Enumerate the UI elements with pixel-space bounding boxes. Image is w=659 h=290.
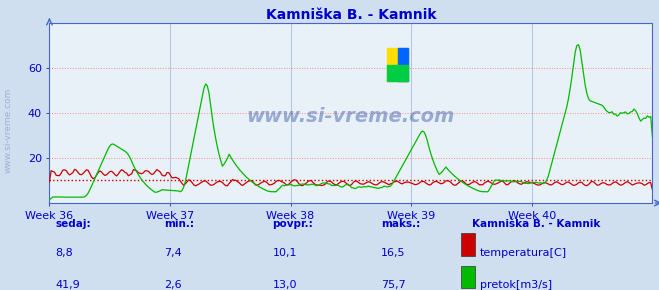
Text: www.si-vreme.com: www.si-vreme.com bbox=[246, 107, 455, 126]
Title: Kamniška B. - Kamnik: Kamniška B. - Kamnik bbox=[266, 8, 436, 22]
Bar bbox=[461, 233, 474, 256]
Text: temperatura[C]: temperatura[C] bbox=[480, 248, 567, 258]
Bar bbox=[387, 65, 408, 81]
Text: 10,1: 10,1 bbox=[273, 248, 297, 258]
Text: sedaj:: sedaj: bbox=[55, 219, 91, 229]
Text: 41,9: 41,9 bbox=[55, 280, 80, 290]
Text: min.:: min.: bbox=[164, 219, 194, 229]
Text: www.si-vreme.com: www.si-vreme.com bbox=[3, 88, 13, 173]
Text: povpr.:: povpr.: bbox=[273, 219, 313, 229]
Text: maks.:: maks.: bbox=[381, 219, 420, 229]
Text: Kamniška B. - Kamnik: Kamniška B. - Kamnik bbox=[472, 219, 600, 229]
Text: 2,6: 2,6 bbox=[164, 280, 182, 290]
Bar bbox=[387, 48, 408, 81]
Text: pretok[m3/s]: pretok[m3/s] bbox=[480, 280, 552, 290]
Text: 75,7: 75,7 bbox=[381, 280, 406, 290]
Text: 7,4: 7,4 bbox=[164, 248, 182, 258]
Text: 13,0: 13,0 bbox=[273, 280, 297, 290]
Bar bbox=[398, 48, 408, 81]
Bar bbox=[461, 266, 474, 288]
Text: 8,8: 8,8 bbox=[55, 248, 73, 258]
Text: 16,5: 16,5 bbox=[381, 248, 405, 258]
